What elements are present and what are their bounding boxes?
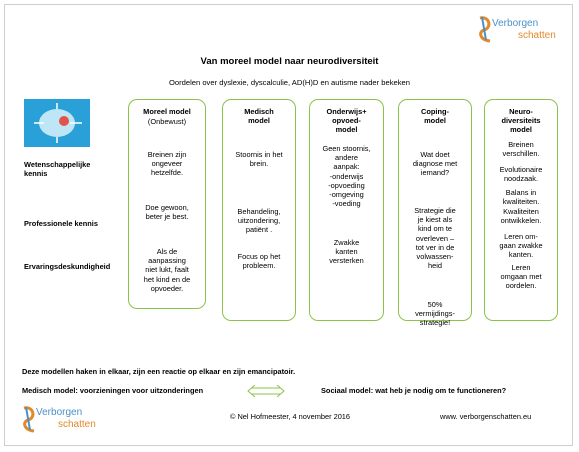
model-title: Onderwijs+ opvoed- model <box>326 107 367 135</box>
logo-text: Verborgen <box>36 407 83 418</box>
model-title: Moreel model <box>143 107 191 116</box>
logo-text: Verborgen <box>492 18 539 29</box>
logo-icon <box>23 406 35 433</box>
model-cell: 50% vermijdings- strategie! <box>415 300 455 328</box>
model-cell: Breinen verschillen. <box>502 140 540 159</box>
model-box <box>484 99 558 321</box>
logo-icon <box>479 16 491 43</box>
double-arrow <box>247 385 285 397</box>
model-cell: Evolutionaire noodzaak. <box>499 165 543 184</box>
frame <box>4 4 573 446</box>
footer-left: Medisch model: voorzieningen voor uitzon… <box>22 386 204 395</box>
model-title: Medisch model <box>244 107 274 126</box>
model-subtitle: (Onbewust) <box>147 117 187 126</box>
footer-right: Sociaal model: wat heb je nodig om te fu… <box>321 386 507 395</box>
model-cell: Leren omgaan met oordelen. <box>500 263 542 291</box>
model-box <box>309 99 384 321</box>
model-box <box>128 99 206 309</box>
logo-text: schatten <box>518 30 556 41</box>
model-cell: Geen stoornis, andere aanpak: -onderwijs… <box>322 144 371 209</box>
model-title: Neuro- diversiteits model <box>501 107 541 135</box>
logo-text: schatten <box>58 419 96 430</box>
model-cell: Kwaliteiten ontwikkelen. <box>500 207 542 226</box>
model-cell: Wat doet diagnose met iemand? <box>412 150 458 178</box>
footer-note: Deze modellen haken in elkaar, zijn een … <box>22 367 296 376</box>
model-cell: Balans in kwaliteiten. <box>502 188 540 207</box>
model-title: Coping- model <box>421 107 449 126</box>
title: Van moreel model naar neurodiversiteit <box>200 56 379 67</box>
model-cell: Zwakke kanten versterken <box>329 238 364 266</box>
model-cell: Stoornis in het brein. <box>235 150 283 169</box>
model-cell: Leren om- gaan zwakke kanten. <box>499 232 543 260</box>
copyright: © Nel Hofmeester, 4 november 2016 <box>229 412 351 421</box>
model-cell: Focus op het probleem. <box>237 252 281 271</box>
brain-icon <box>24 99 90 147</box>
model-cell: Breinen zijn ongeveer hetzelfde. <box>147 150 187 178</box>
website: www. verborgenschatten.eu <box>440 412 532 421</box>
model-cell: Strategie die je kiest als kind om te ov… <box>414 206 456 271</box>
model-box <box>222 99 296 321</box>
row-label: Professionele kennis <box>24 219 98 228</box>
model-cell: Doe gewoon, beter je best. <box>145 203 189 222</box>
model-cell: Behandeling, uitzondering, patiënt . <box>237 207 281 235</box>
row-label: Wetenschappelijke kennis <box>24 160 91 179</box>
row-label: Ervaringsdeskundigheid <box>24 262 111 271</box>
model-cell: Als de aanpassing niet lukt, faalt het k… <box>143 247 191 293</box>
model-box <box>398 99 472 321</box>
subtitle: Oordelen over dyslexie, dyscalculie, AD(… <box>168 78 410 87</box>
